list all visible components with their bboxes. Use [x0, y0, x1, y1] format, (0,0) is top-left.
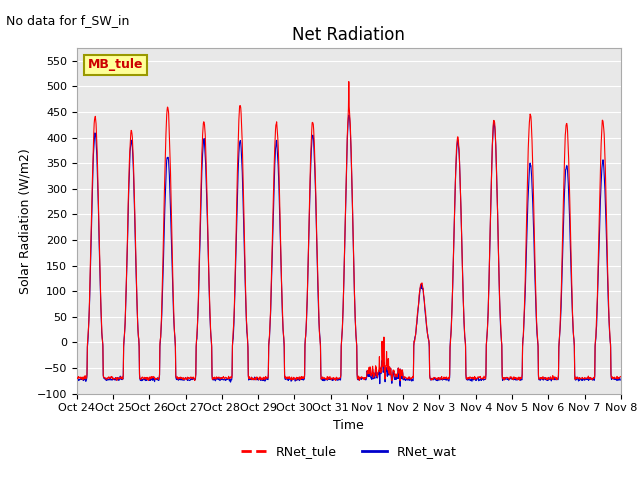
- Legend: RNet_tule, RNet_wat: RNet_tule, RNet_wat: [236, 440, 461, 463]
- X-axis label: Time: Time: [333, 419, 364, 432]
- Y-axis label: Solar Radiation (W/m2): Solar Radiation (W/m2): [18, 148, 31, 294]
- Text: No data for f_SW_in: No data for f_SW_in: [6, 14, 130, 27]
- Title: Net Radiation: Net Radiation: [292, 25, 405, 44]
- Text: MB_tule: MB_tule: [88, 59, 143, 72]
